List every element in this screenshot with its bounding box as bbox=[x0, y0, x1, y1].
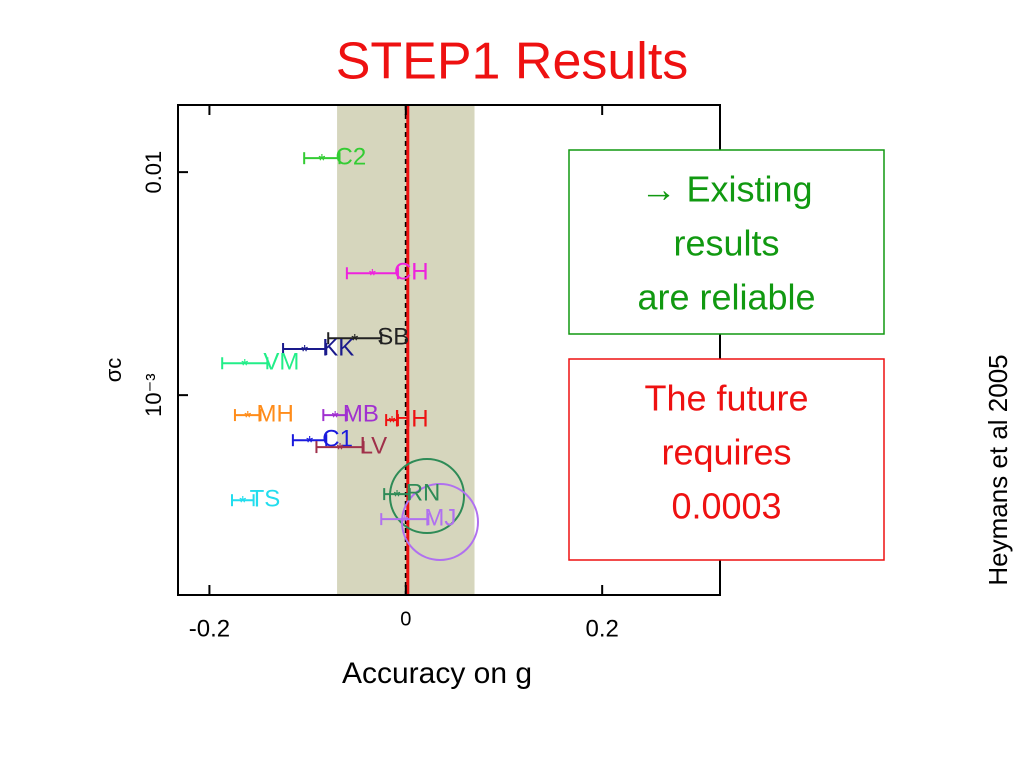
x-tick-label: 0 bbox=[400, 608, 411, 630]
error-bar bbox=[385, 414, 399, 427]
point-label: MJ bbox=[424, 504, 456, 531]
point: * bbox=[306, 433, 313, 453]
point-label: CH bbox=[394, 259, 429, 286]
point: * bbox=[318, 151, 325, 171]
point: * bbox=[301, 342, 308, 362]
point: * bbox=[244, 408, 251, 428]
annotation-box bbox=[568, 149, 885, 335]
point-label: MB bbox=[343, 400, 379, 427]
error-bar bbox=[231, 494, 255, 507]
annotation-text: results bbox=[673, 223, 779, 264]
plot-frame bbox=[177, 104, 721, 596]
error-bar bbox=[345, 267, 399, 280]
error-bar bbox=[383, 488, 411, 501]
x-tick-label: -0.2 bbox=[189, 615, 230, 642]
y-tick-label: 0.01 bbox=[141, 151, 166, 194]
point-label: C2 bbox=[336, 144, 367, 171]
point: * bbox=[241, 356, 248, 376]
point: * bbox=[389, 413, 396, 433]
error-bar bbox=[291, 434, 328, 447]
point-label: VM bbox=[263, 349, 299, 376]
point: * bbox=[369, 266, 376, 286]
error-bar bbox=[303, 152, 341, 165]
point-label: RN bbox=[406, 479, 441, 506]
point-label: KK bbox=[322, 334, 354, 361]
point: * bbox=[393, 487, 400, 507]
annotation-box bbox=[568, 358, 885, 561]
annotation-text: → Existing bbox=[640, 169, 812, 210]
point: * bbox=[332, 408, 339, 428]
error-bar bbox=[380, 513, 430, 526]
point-label: SB bbox=[377, 324, 409, 351]
point-label: TS bbox=[250, 486, 281, 513]
annotation-text: The future bbox=[644, 378, 808, 419]
point-label: HH bbox=[394, 405, 429, 432]
annotation-text: 0.0003 bbox=[671, 486, 781, 527]
y-tick-label: 10⁻³ bbox=[141, 373, 166, 416]
y-axis-label: σc bbox=[101, 358, 126, 383]
point-label: LV bbox=[360, 432, 388, 459]
error-bar bbox=[315, 441, 365, 454]
x-axis-label: Accuracy on g bbox=[342, 657, 532, 690]
error-bar bbox=[233, 409, 262, 422]
highlight-circle bbox=[389, 458, 465, 534]
credit: Heymans et al 2005 bbox=[983, 354, 1013, 585]
error-bar bbox=[282, 343, 328, 356]
point-label: MH bbox=[256, 400, 293, 427]
x-tick-label: 0.2 bbox=[585, 615, 618, 642]
point: * bbox=[239, 493, 246, 513]
error-bar bbox=[322, 409, 348, 422]
point: * bbox=[401, 512, 408, 532]
slide-title: STEP1 Results bbox=[336, 33, 689, 91]
highlight-circle bbox=[401, 483, 479, 561]
error-bar bbox=[221, 357, 269, 370]
annotation-text: are reliable bbox=[637, 277, 815, 318]
annotation-text: requires bbox=[661, 432, 791, 473]
point: * bbox=[337, 440, 344, 460]
point: * bbox=[351, 331, 358, 351]
error-bar bbox=[327, 332, 383, 345]
